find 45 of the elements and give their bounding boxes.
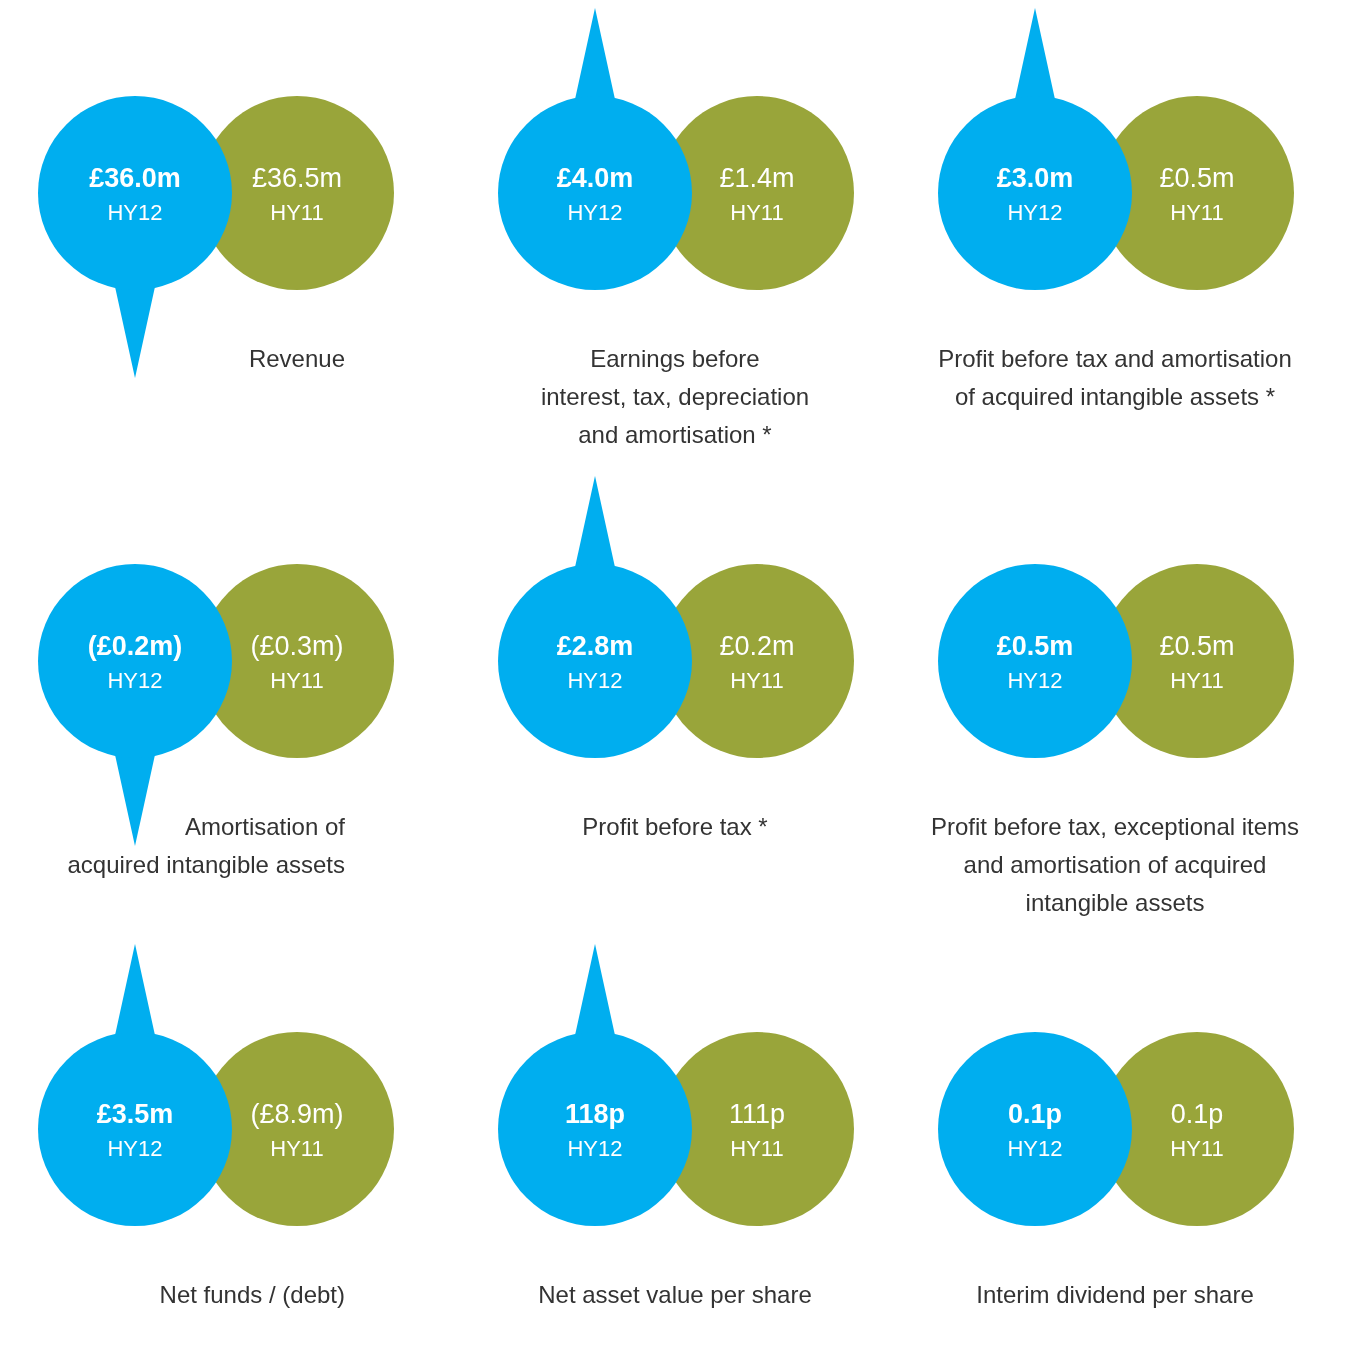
category-label: HY11: [270, 1136, 324, 1161]
text: Revenue: [247, 344, 345, 374]
data-label: £0.5m: [1159, 163, 1235, 193]
data-label: (£8.9m): [250, 1099, 344, 1129]
data-label: (£0.2m): [87, 631, 183, 661]
text: Profit before tax *: [581, 812, 769, 842]
data-label: £2.8m: [556, 631, 634, 661]
data-label: (£0.3m): [250, 631, 344, 661]
text: Interim dividend per share: [975, 1280, 1255, 1310]
data-label: £4.0m: [556, 163, 634, 193]
data-label: £36.0m: [89, 163, 181, 193]
category-label: HY11: [730, 668, 784, 693]
data-label: £36.5m: [251, 163, 343, 193]
category-label: HY12: [567, 1136, 623, 1161]
data-label: £0.5m: [996, 631, 1074, 661]
category-label: HY12: [107, 200, 163, 225]
category-label: HY12: [567, 668, 623, 693]
category-label: HY11: [270, 200, 324, 225]
data-label: 111p: [728, 1099, 786, 1129]
data-label: £0.5m: [1159, 631, 1235, 661]
category-label: HY11: [730, 1136, 784, 1161]
text: Profit before tax, exceptional items and amortisation of acquired intangible assets: [929, 812, 1301, 918]
category-label: HY12: [1007, 668, 1063, 693]
text: Amortisation of acquired intangible assets: [66, 812, 345, 880]
text: Net funds / (debt): [158, 1280, 345, 1310]
data-label: £3.5m: [96, 1099, 174, 1129]
category-label: HY11: [730, 200, 784, 225]
category-label: HY12: [1007, 1136, 1063, 1161]
text: Net asset value per share: [537, 1280, 813, 1310]
category-label: HY12: [107, 668, 163, 693]
category-label: HY11: [1170, 668, 1224, 693]
category-label: HY12: [1007, 200, 1063, 225]
data-label: 0.1p: [1170, 1099, 1224, 1129]
category-label: HY11: [1170, 1136, 1224, 1161]
data-label: 118p: [564, 1099, 626, 1129]
data-label: £3.0m: [996, 163, 1074, 193]
data-label: 0.1p: [1007, 1099, 1063, 1129]
category-label: HY11: [1170, 200, 1224, 225]
category-label: HY11: [270, 668, 324, 693]
category-label: HY12: [107, 1136, 163, 1161]
category-label: HY12: [567, 200, 623, 225]
data-label: £1.4m: [719, 163, 795, 193]
data-label: £0.2m: [719, 631, 795, 661]
text: Profit before tax and amortisation of acquired intangible assets *: [937, 344, 1293, 412]
text: Earnings before interest, tax, depreciation and amortisation *: [539, 344, 811, 450]
